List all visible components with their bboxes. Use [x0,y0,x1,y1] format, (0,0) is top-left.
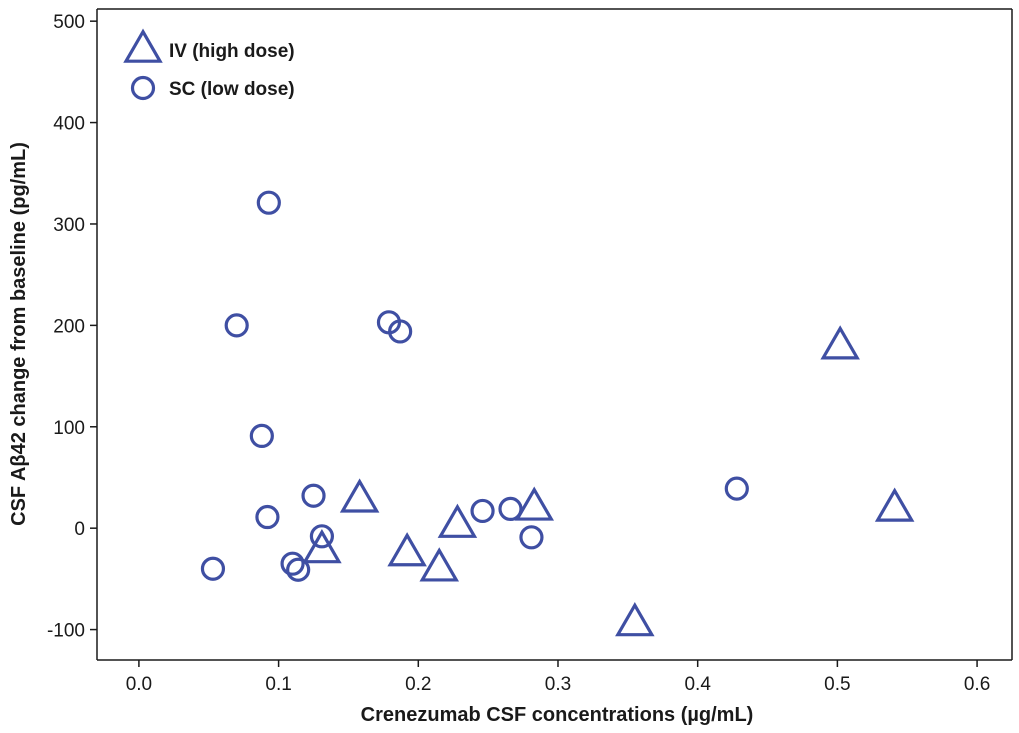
sc-data-point [498,496,523,522]
sc-data-point [388,319,413,344]
x-tick-label: 0.0 [126,674,152,695]
sc-data-point [724,476,749,501]
x-tick-label: 0.5 [824,674,850,695]
iv-data-point [387,532,427,567]
iv-data-point [339,478,380,513]
x-tick-label: 0.4 [684,674,711,695]
x-tick-label: 0.6 [964,674,990,695]
y-tick-label: 300 [53,215,85,236]
legend-circle-icon [130,75,156,101]
sc-data-point [249,423,274,449]
sc-data-point [256,190,281,215]
iv-data-point [820,325,860,360]
x-tick-label: 0.2 [405,674,431,695]
ticks: 0.0 0.1 0.2 0.3 0.4 0.5 0.6 -100 0 100 200 300 400 50… [47,12,990,695]
sc-data-point [470,498,495,524]
legend-label: SC (low dose) [169,79,295,100]
legend: IV (high dose) SC (low dose) [123,28,295,101]
y-tick-label: 500 [53,12,85,33]
legend-label: IV (high dose) [169,41,295,62]
iv-data-point [514,486,555,521]
data-points [200,190,915,637]
y-tick-label: 0 [74,519,85,540]
x-tick-label: 0.3 [545,674,571,695]
iv-data-point [874,487,915,522]
axes [96,8,1013,661]
sc-data-point [255,504,280,530]
iv-data-point [302,529,342,564]
sc-data-point [301,483,326,508]
y-axis-title: CSF Aβ42 change from baseline (pg/mL) [8,142,30,526]
x-tick-label: 0.1 [265,674,291,695]
legend-triangle-icon [123,28,163,63]
sc-data-point [309,524,335,549]
y-tick-label: 400 [53,114,85,135]
sc-data-point [280,551,305,576]
iv-data-point [437,503,478,538]
sc-data-point [286,557,311,582]
y-tick-label: 100 [53,418,85,439]
sc-data-point [200,556,226,581]
sc-data-point [224,313,249,338]
x-axis-title: Crenezumab CSF concentrations (µg/mL) [361,704,754,726]
sc-data-point [519,525,544,550]
y-tick-label: -100 [47,621,85,642]
iv-data-point [615,602,655,637]
iv-data-point [419,547,460,582]
y-tick-label: 200 [53,316,85,337]
